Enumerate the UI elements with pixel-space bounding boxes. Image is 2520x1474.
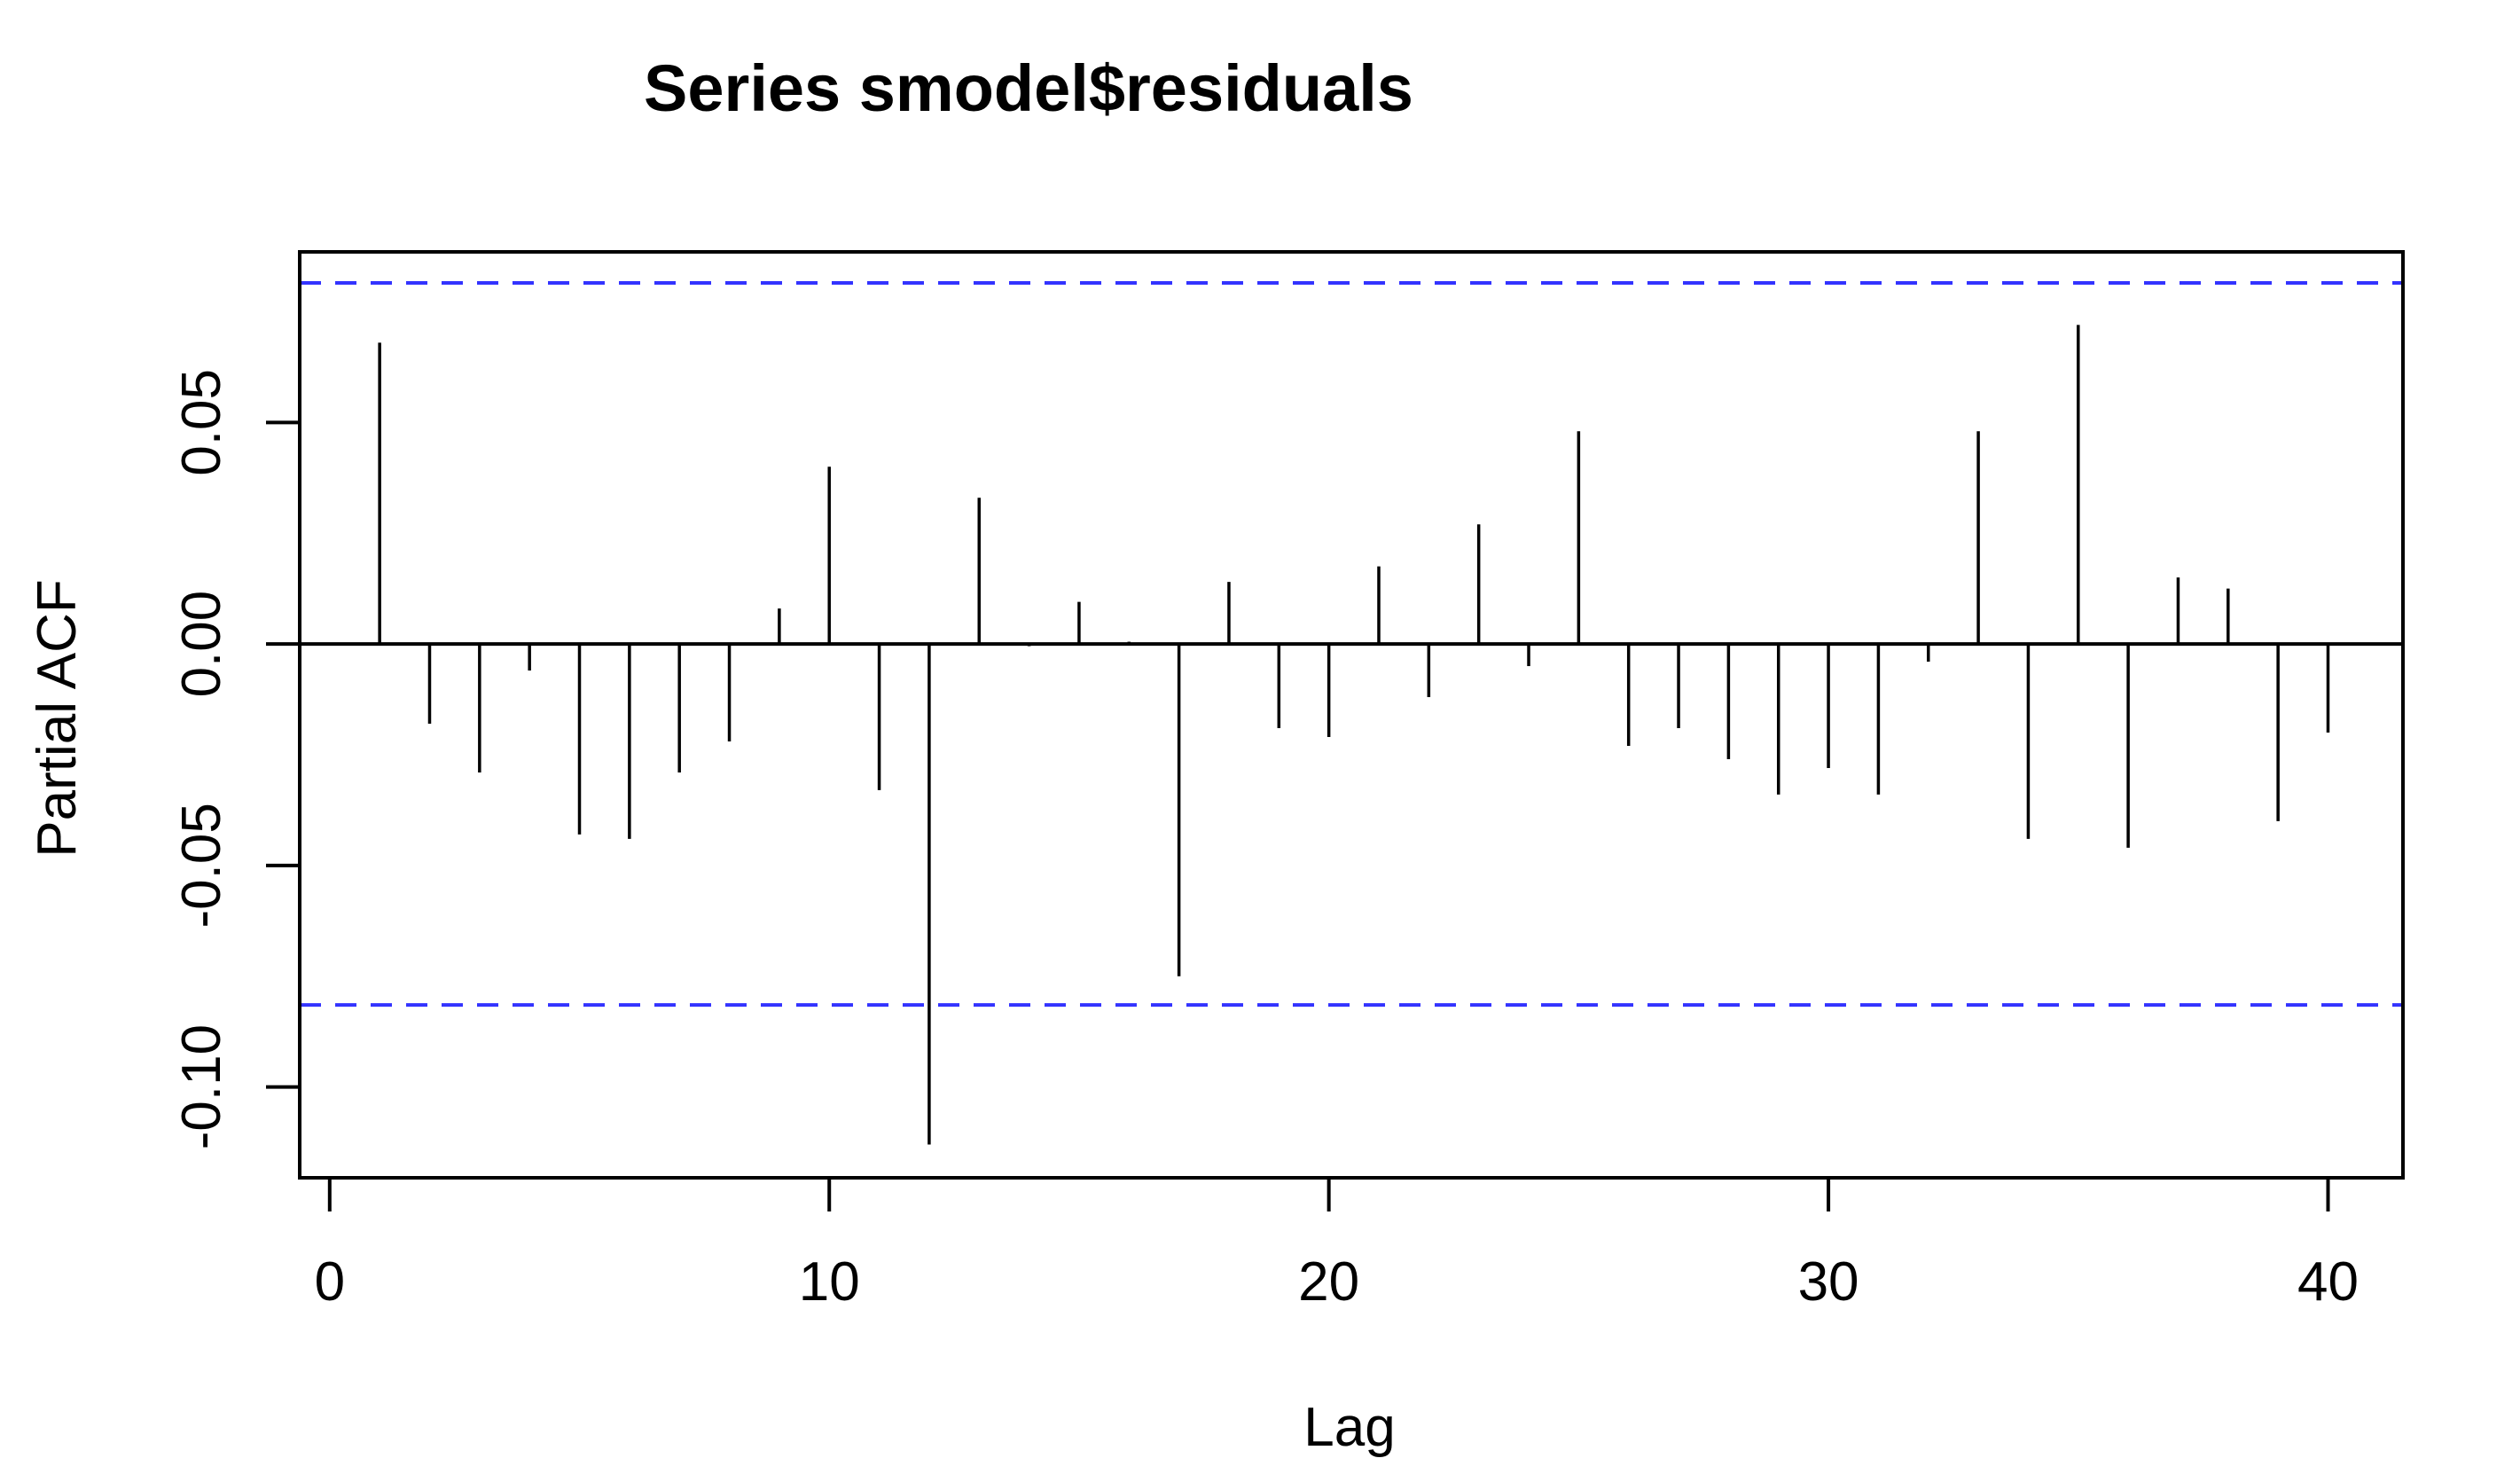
x-tick-label: 30	[1798, 1251, 1859, 1313]
pacf-bars	[378, 325, 2330, 1145]
y-tick-label: 0.00	[171, 591, 232, 698]
x-axis: 0 10 20 30 40	[315, 1176, 2359, 1313]
x-tick-label: 20	[1298, 1251, 1359, 1313]
y-tick-label: -0.10	[171, 1024, 232, 1149]
confidence-bounds	[300, 280, 2403, 1007]
y-axis: -0.10 -0.05 0.00 0.05	[171, 369, 301, 1149]
plot-frame	[298, 250, 2405, 1180]
x-tick-label: 40	[2297, 1251, 2359, 1313]
y-tick-label: -0.05	[171, 803, 232, 928]
x-axis-label: Lag	[1303, 1397, 1395, 1458]
chart-title: Series smodel$residuals	[644, 51, 1413, 125]
y-axis-label: Partial ACF	[27, 579, 88, 858]
x-tick-label: 10	[799, 1251, 860, 1313]
y-tick-label: 0.05	[171, 369, 232, 476]
x-tick-label: 0	[315, 1251, 345, 1313]
